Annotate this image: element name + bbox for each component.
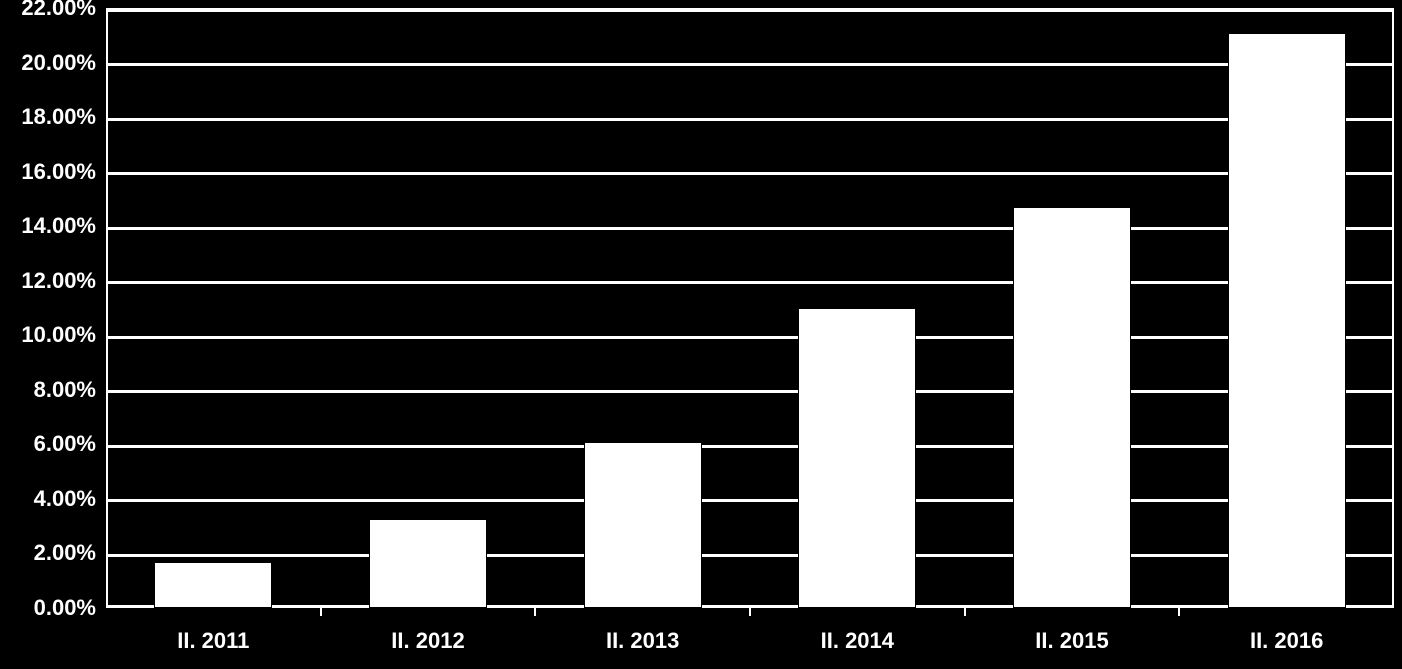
y-tick-label: 2.00% bbox=[0, 540, 96, 566]
bar bbox=[1013, 207, 1131, 608]
x-tick-label: II. 2016 bbox=[1179, 628, 1394, 654]
y-tick-label: 6.00% bbox=[0, 431, 96, 457]
x-tick-mark bbox=[749, 608, 751, 616]
x-tick-mark bbox=[964, 608, 966, 616]
bar bbox=[798, 308, 916, 608]
y-tick-label: 10.00% bbox=[0, 322, 96, 348]
y-tick-label: 20.00% bbox=[0, 50, 96, 76]
y-tick-label: 12.00% bbox=[0, 268, 96, 294]
y-tick-label: 16.00% bbox=[0, 159, 96, 185]
gridline bbox=[108, 9, 1392, 12]
x-tick-mark bbox=[1178, 608, 1180, 616]
bar-chart: 0.00% 2.00% 4.00% 6.00% 8.00% 10.00% 12.00% 14.… bbox=[0, 0, 1402, 669]
gridline bbox=[108, 554, 1392, 557]
bar bbox=[369, 519, 487, 608]
gridline bbox=[108, 172, 1392, 175]
x-tick-label: II. 2011 bbox=[106, 628, 321, 654]
y-tick-label: 18.00% bbox=[0, 104, 96, 130]
y-tick-label: 14.00% bbox=[0, 213, 96, 239]
bar bbox=[584, 442, 702, 608]
y-tick-label: 22.00% bbox=[0, 0, 96, 21]
bar bbox=[1228, 33, 1346, 608]
gridline bbox=[108, 336, 1392, 339]
gridline bbox=[108, 118, 1392, 121]
gridline bbox=[108, 499, 1392, 502]
x-tick-label: II. 2012 bbox=[321, 628, 536, 654]
gridline bbox=[108, 445, 1392, 448]
y-tick-label: 0.00% bbox=[0, 595, 96, 621]
x-tick-label: II. 2013 bbox=[535, 628, 750, 654]
y-tick-label: 4.00% bbox=[0, 486, 96, 512]
x-tick-mark bbox=[320, 608, 322, 616]
x-tick-label: II. 2015 bbox=[965, 628, 1180, 654]
bar bbox=[154, 562, 272, 608]
y-tick-label: 8.00% bbox=[0, 377, 96, 403]
x-tick-label: II. 2014 bbox=[750, 628, 965, 654]
gridline bbox=[108, 281, 1392, 284]
x-tick-mark bbox=[534, 608, 536, 616]
gridline bbox=[108, 63, 1392, 66]
plot-area bbox=[106, 8, 1394, 608]
gridline bbox=[108, 227, 1392, 230]
gridline bbox=[108, 390, 1392, 393]
